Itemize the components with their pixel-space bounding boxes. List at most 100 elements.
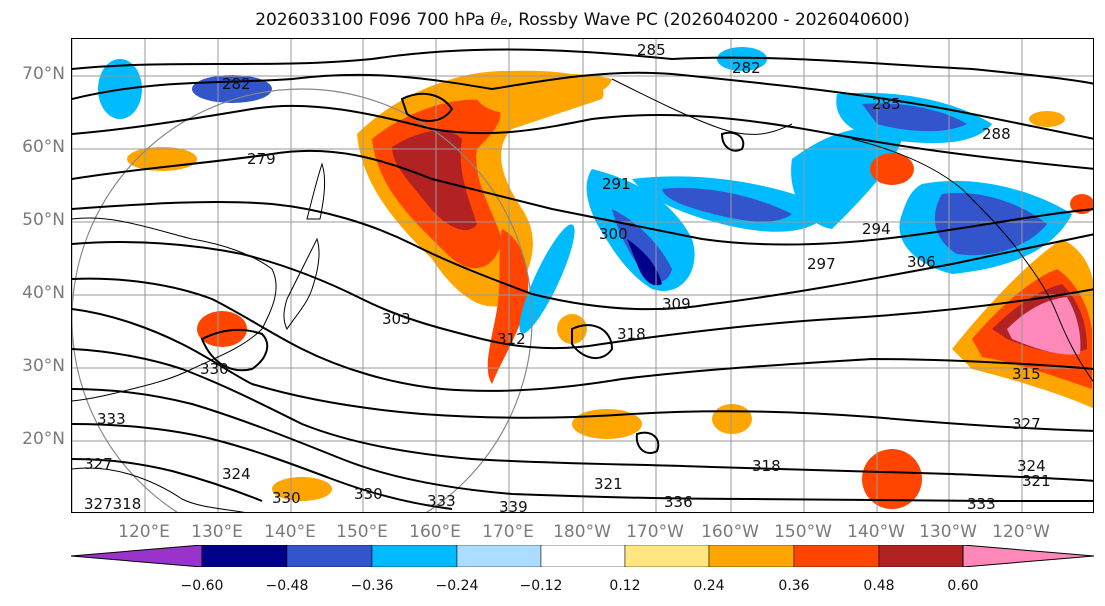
contour-label: 279 [247,150,276,168]
colorbar-tick: −0.60 [180,578,224,594]
contour-label: 318 [617,325,646,343]
colorbar-tick: −0.12 [519,578,563,594]
contour-label: 327 [1012,415,1041,433]
colorbar-segment [201,544,288,568]
contour-label: 318 [752,457,781,475]
shading-layer [98,47,1093,509]
contour-label: 315 [1012,365,1041,383]
colorbar-tick: 0.36 [778,578,810,594]
colorbar-tick: 0.60 [947,578,979,594]
map-panel: 285 282 282 285 288 279 291 300 294 297 … [71,38,1094,513]
shade-blue-alaska [862,103,967,132]
shade-blob [717,47,767,71]
contour-line [72,423,453,510]
contour-label: 291 [602,175,631,193]
graticule [72,39,1093,512]
coastline-japan [283,237,320,330]
shade-red-tail [487,229,529,384]
colorbar-tick: 0.12 [609,578,641,594]
shade-blob [519,224,575,334]
lon-label: 140°E [264,522,316,542]
lon-label: 160°W [701,522,759,542]
coastline-alaska [611,78,793,135]
contour-label: 321 [1022,472,1051,490]
colorbar-tick: −0.24 [435,578,479,594]
contour-label: 300 [599,225,628,243]
lon-label: 150°E [336,522,388,542]
colorbar-svg [70,544,1095,568]
contour-label: 333 [427,492,456,510]
colorbar-tick: 0.24 [693,578,725,594]
lon-label: 130°E [191,522,243,542]
shade-blob [870,153,914,185]
lat-label: 60°N [22,137,65,157]
contour-line [72,388,1093,502]
contour-line [72,308,1093,432]
shade-navy [627,239,662,286]
contour-line [72,71,1093,140]
lat-label: 70°N [22,64,65,84]
contour-ring [720,131,745,152]
lon-label: 130°W [919,522,977,542]
negative-anomaly-gulf-of-alaska [791,92,1072,274]
contour-label: 303 [382,310,411,328]
contour-label: 330 [272,489,301,507]
map-canvas: 285 282 282 285 288 279 291 300 294 297 … [72,39,1093,513]
contour-label: 327318 [84,495,141,513]
contour-line [72,277,1093,392]
lon-label: 170°W [626,522,684,542]
contour-label: 327 [84,455,113,473]
contour-label: 333 [967,495,996,513]
lon-label: 160°E [409,522,461,542]
shade-blue [612,209,672,282]
contour-ring [571,324,614,359]
shade-orange-north [472,73,612,113]
colorbar-segment [708,544,795,568]
shade-blob [197,311,247,347]
shade-cyan-mid [791,128,902,229]
contour-label: 306 [907,253,936,271]
shade-pink-coast [1007,297,1081,355]
colorbar-segment [540,544,626,568]
contour-line [72,104,1093,170]
contour-label: 297 [807,255,836,273]
contour-ring [400,92,454,122]
colorbar-tick: −0.48 [265,578,309,594]
coastline-california [1056,313,1093,383]
map-title: 2026033100 F096 700 hPa θe, Rossby Wave … [0,10,1105,30]
colorbar [70,544,1095,568]
lon-label: 120°W [992,522,1050,542]
title-suffix: , Rossby Wave PC (2026040200 - 202604060… [507,10,910,30]
contour-label: 285 [872,95,901,113]
colorbar-segment [878,544,964,568]
contour-ring [200,328,269,372]
contour-label: 339 [499,498,528,513]
lat-label: 30°N [22,356,65,376]
contour-label: 330 [354,485,383,503]
contour-label: 321 [594,475,623,493]
colorbar-segment [371,544,458,568]
contour-label: 309 [662,295,691,313]
coastline-philippines [72,467,246,512]
contour-label: 324 [1017,457,1046,475]
colorbar-segment [624,544,710,568]
contour-line [72,200,1093,311]
positive-anomaly-north-pacific [357,70,612,384]
coastline-sakhalin [306,162,326,220]
contour-label: 282 [732,59,761,77]
lat-label: 40°N [22,283,65,303]
lat-label: 20°N [22,429,65,449]
title-theta-subscript: e [500,15,508,28]
colorbar-segment-min [70,544,203,568]
coastlines [72,78,1093,512]
colorbar-segment-max [962,544,1095,568]
contour-line [72,241,1093,350]
contour-ring [635,431,660,454]
title-theta-symbol: θ [490,10,501,30]
colorbar-segment [793,544,880,568]
negative-anomaly-central-pacific [586,169,832,291]
shade-blob [1029,111,1065,127]
contour-label: 333 [97,410,126,428]
colorbar-tick: −0.36 [350,578,394,594]
contour-label: 330 [200,360,229,378]
